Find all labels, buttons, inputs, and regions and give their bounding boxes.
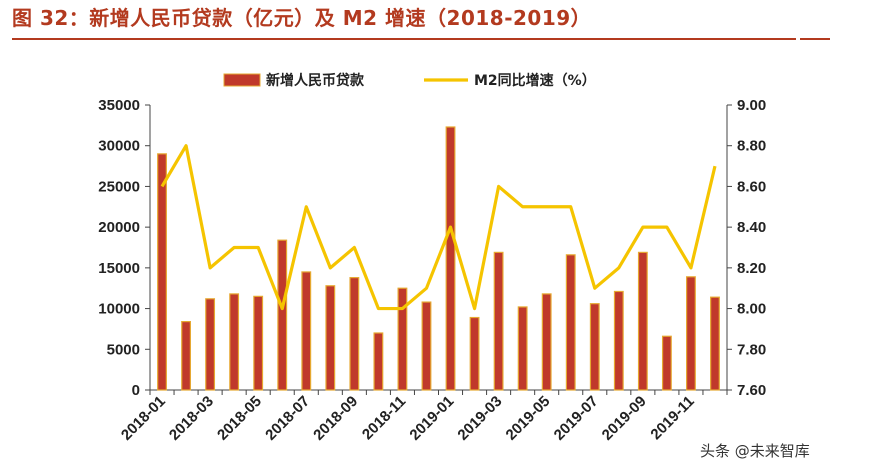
left-tick-label: 5000 (107, 341, 140, 358)
title-underline (12, 38, 796, 40)
left-tick-label: 10000 (98, 301, 140, 318)
right-tick-label: 7.80 (737, 341, 766, 358)
x-tick-label: 2019-05 (503, 393, 554, 444)
x-tick-label: 2019-11 (647, 393, 697, 443)
loan-bar (205, 298, 216, 391)
m2-growth-line (160, 144, 717, 311)
right-tick-label: 9.00 (737, 97, 766, 114)
x-tick-label: 2019-07 (551, 393, 602, 444)
x-tick-label: 2019-03 (454, 393, 505, 444)
right-tick-label: 8.80 (737, 138, 766, 155)
left-tick-label: 25000 (98, 178, 140, 195)
left-tick-label: 15000 (98, 260, 140, 277)
watermark: 头条 @未来智库 (700, 442, 810, 460)
loan-bar (686, 276, 696, 391)
x-tick-label: 2018-05 (214, 393, 265, 444)
loan-bar (469, 316, 480, 391)
loan-bar (301, 271, 312, 391)
loan-bar (277, 239, 288, 391)
right-tick-label: 8.20 (737, 260, 766, 277)
x-tick-label: 2018-11 (359, 393, 409, 443)
right-tick-label: 8.60 (737, 178, 766, 195)
x-tick-label: 2018-07 (262, 393, 313, 444)
left-tick-label: 20000 (98, 219, 140, 236)
title-underline-end (800, 38, 830, 40)
loan-bar (157, 153, 167, 391)
legend-label-m2: M2同比增速（%） (474, 72, 596, 89)
left-tick-label: 0 (132, 382, 140, 399)
loan-bar (445, 126, 456, 391)
right-tick-label: 8.00 (737, 301, 766, 318)
loan-bar (565, 254, 576, 391)
loan-bar (541, 293, 552, 391)
loan-bar (613, 290, 624, 391)
figure-title: 图 32：新增人民币贷款（亿元）及 M2 增速（2018-2019） (12, 6, 592, 30)
x-tick-label: 2019-01 (406, 393, 457, 444)
loan-bar (637, 251, 648, 391)
x-tick-label: 2018-09 (310, 393, 361, 444)
loan-bar (661, 335, 672, 391)
loan-bar (493, 251, 504, 391)
loan-bar (421, 301, 432, 391)
right-tick-label: 8.40 (737, 219, 766, 236)
loan-bar (517, 306, 528, 391)
x-tick-label: 2018-03 (166, 393, 217, 444)
x-tick-label: 2019-09 (599, 393, 650, 444)
legend: 新增人民币贷款 M2同比增速（%） (223, 72, 596, 89)
loan-bar (397, 287, 408, 391)
loan-bar (349, 277, 360, 391)
loan-bar (325, 285, 336, 391)
loan-bar (253, 295, 264, 391)
loan-bar (589, 303, 600, 391)
legend-swatch-loans (223, 73, 261, 87)
loan-bar (373, 332, 384, 391)
x-tick-label: 2018-01 (118, 393, 169, 444)
loan-bar (229, 293, 240, 391)
loan-bar (710, 296, 720, 391)
left-tick-label: 35000 (98, 97, 140, 114)
legend-label-loans: 新增人民币贷款 (266, 72, 365, 89)
left-tick-label: 30000 (98, 138, 140, 155)
loan-bar (181, 321, 191, 391)
right-tick-label: 7.60 (737, 382, 766, 399)
